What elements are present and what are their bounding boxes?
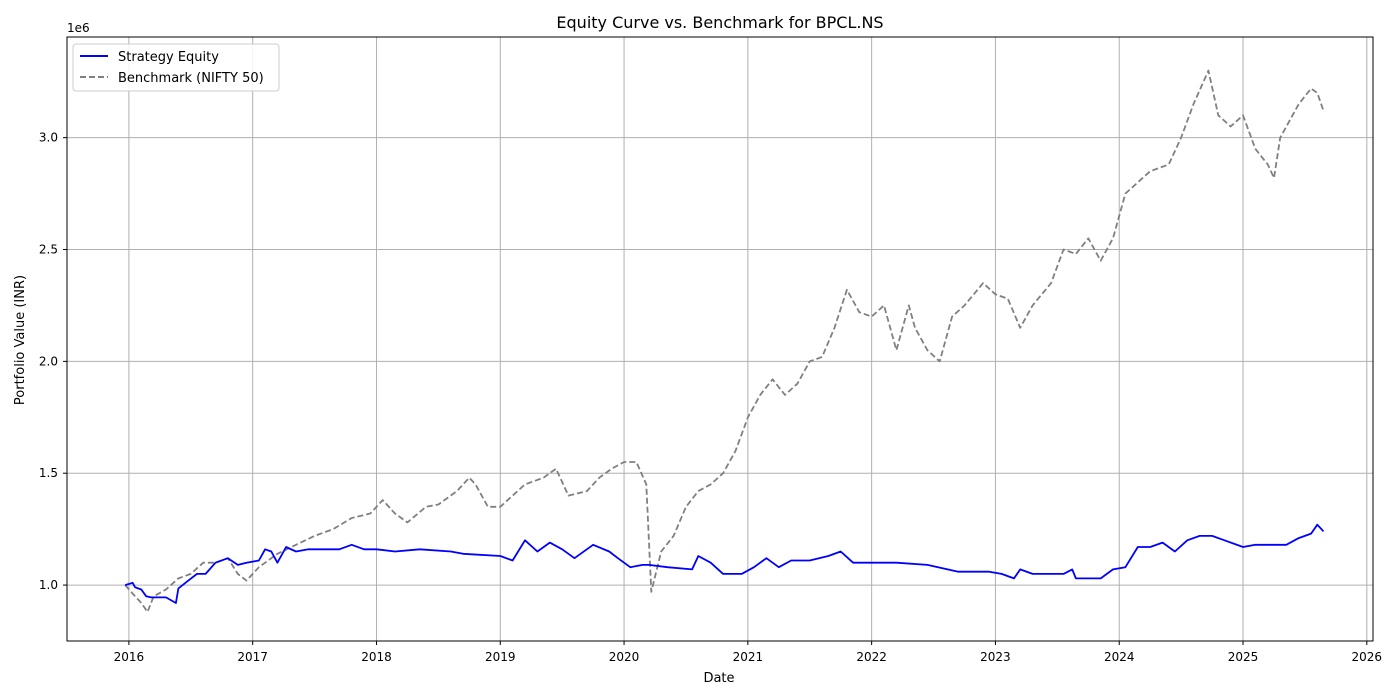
legend: Strategy Equity Benchmark (NIFTY 50)	[72, 43, 280, 92]
legend-box	[72, 43, 280, 92]
y-offset-label: 1e6	[67, 21, 90, 35]
x-tick-label: 2023	[980, 650, 1011, 664]
plot-area-frame	[66, 36, 1374, 642]
x-tick-label: 2017	[237, 650, 268, 664]
y-tick-label: 1.5	[39, 466, 58, 480]
x-tick-label: 2020	[609, 650, 640, 664]
x-tick-label: 2026	[1352, 650, 1383, 664]
x-tick-label: 2019	[485, 650, 516, 664]
y-tick-label: 2.0	[39, 354, 58, 368]
y-tick-label: 3.0	[39, 131, 58, 145]
x-tick-label: 2022	[856, 650, 887, 664]
x-tick-label: 2021	[733, 650, 764, 664]
x-tick-label: 2024	[1104, 650, 1135, 664]
series-line-strategy-equity	[124, 523, 1325, 604]
y-tick-label: 1.0	[39, 578, 58, 592]
x-axis-label: Date	[703, 671, 734, 686]
x-tick-label: 2016	[114, 650, 145, 664]
x-tick-label: 2018	[361, 650, 392, 664]
y-axis-label: Portfolio Value (INR)	[13, 275, 28, 405]
legend-label-benchmark: Benchmark (NIFTY 50)	[118, 71, 264, 86]
series-layer	[124, 69, 1325, 613]
y-tick-label: 2.5	[39, 243, 58, 257]
chart-title: Equity Curve vs. Benchmark for BPCL.NS	[556, 13, 883, 32]
grid	[67, 37, 1373, 641]
x-tick-label: 2025	[1228, 650, 1259, 664]
series-line-benchmark-nifty-50	[124, 69, 1325, 613]
x-axis: 2016 2017 2018 2019 2020 2021 2022 2023 2024 2025…	[114, 641, 1382, 664]
y-axis: 1.0 1.5 2.0 2.5 3.0	[39, 131, 67, 592]
legend-label-strategy-equity: Strategy Equity	[118, 50, 219, 65]
